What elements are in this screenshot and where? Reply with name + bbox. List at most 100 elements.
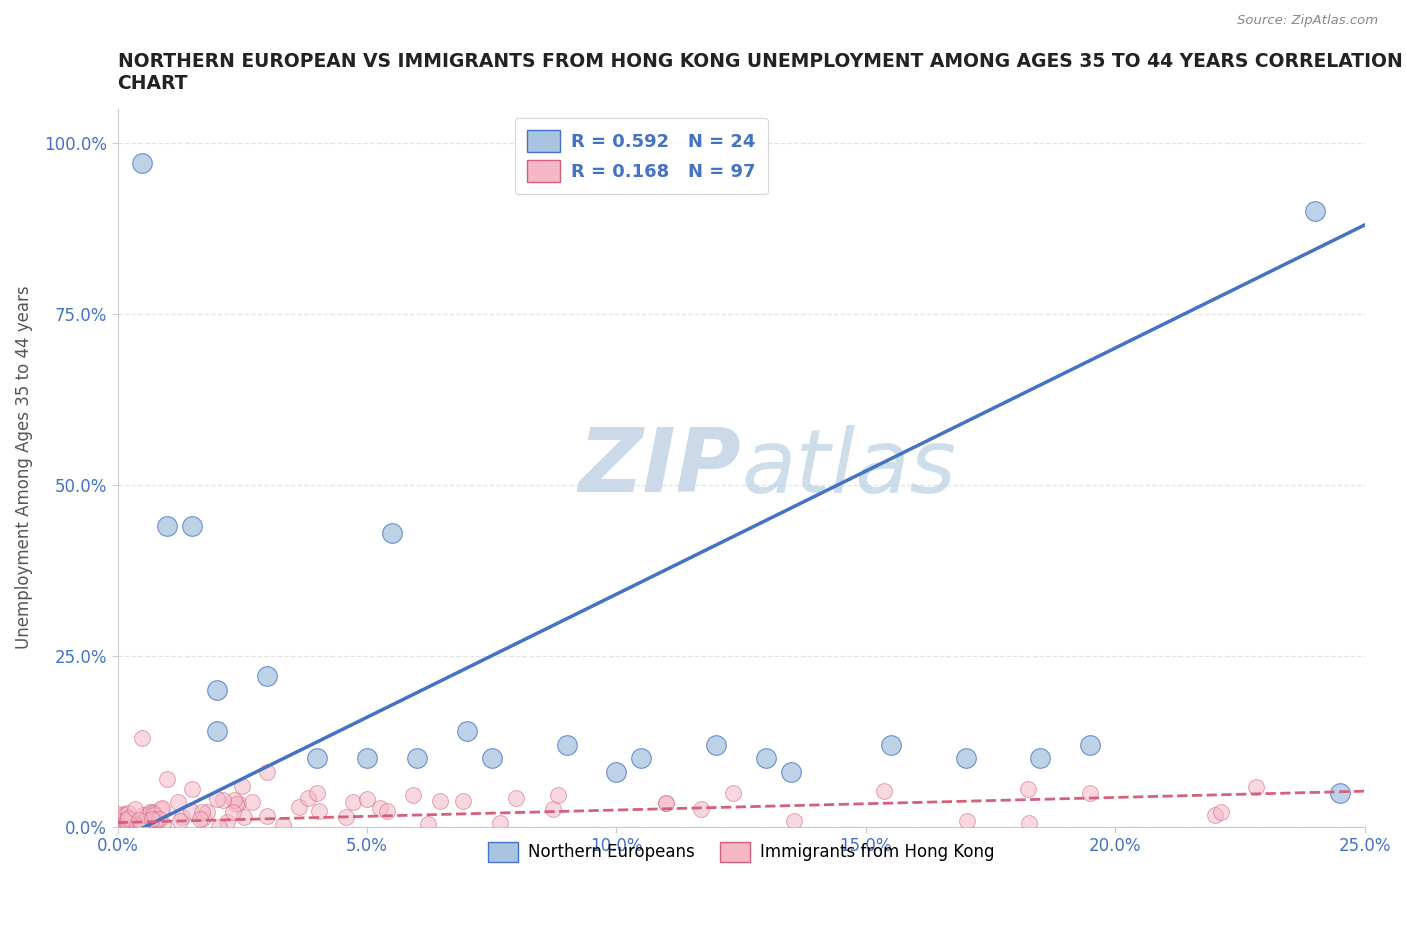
Point: [655, 795, 678, 810]
Point: [110, 817, 132, 832]
Point: [145, 816, 167, 830]
Point: [755, 751, 778, 765]
Point: [955, 814, 977, 829]
Point: [211, 792, 233, 807]
Point: [342, 795, 364, 810]
Point: [148, 812, 170, 827]
Point: [402, 788, 425, 803]
Point: [207, 792, 229, 807]
Point: [555, 737, 578, 752]
Point: [131, 730, 153, 745]
Point: [297, 790, 319, 805]
Point: [142, 805, 165, 820]
Point: [136, 808, 159, 823]
Point: [145, 811, 167, 826]
Point: [207, 819, 229, 834]
Point: [142, 806, 165, 821]
Point: [117, 811, 139, 826]
Point: [191, 811, 214, 826]
Point: [181, 781, 204, 796]
Point: [489, 816, 512, 830]
Point: [167, 794, 190, 809]
Point: [307, 751, 329, 765]
Point: [112, 807, 135, 822]
Point: [152, 817, 174, 831]
Point: [1018, 816, 1040, 830]
Point: [456, 724, 478, 738]
Point: [256, 764, 278, 779]
Point: [112, 814, 135, 829]
Point: [156, 518, 179, 533]
Point: [1080, 737, 1102, 752]
Point: [114, 807, 136, 822]
Point: [873, 784, 896, 799]
Point: [1078, 786, 1101, 801]
Point: [143, 808, 166, 823]
Point: [1211, 804, 1233, 819]
Y-axis label: Unemployment Among Ages 35 to 44 years: Unemployment Among Ages 35 to 44 years: [15, 286, 32, 649]
Point: [256, 809, 278, 824]
Point: [129, 818, 152, 833]
Point: [1329, 785, 1351, 800]
Point: [121, 814, 143, 829]
Point: [181, 518, 204, 533]
Point: [232, 810, 254, 825]
Point: [114, 814, 136, 829]
Point: [207, 683, 229, 698]
Point: [655, 796, 678, 811]
Point: [107, 806, 129, 821]
Point: [271, 817, 294, 832]
Point: [541, 802, 564, 817]
Point: [120, 813, 142, 828]
Point: [222, 805, 245, 820]
Point: [172, 810, 194, 825]
Point: [190, 805, 212, 820]
Point: [141, 804, 163, 819]
Point: [108, 815, 131, 830]
Point: [114, 813, 136, 828]
Point: [783, 814, 806, 829]
Point: [114, 816, 136, 830]
Point: [356, 751, 378, 765]
Point: [111, 815, 134, 830]
Point: [111, 815, 134, 830]
Point: [453, 794, 475, 809]
Point: [1244, 779, 1267, 794]
Point: [125, 817, 148, 832]
Point: [139, 805, 162, 820]
Point: [188, 811, 211, 826]
Point: [288, 800, 311, 815]
Point: [481, 751, 503, 765]
Point: [131, 156, 153, 171]
Point: [630, 751, 652, 765]
Point: [115, 816, 138, 830]
Point: [115, 812, 138, 827]
Point: [418, 817, 440, 831]
Point: [429, 793, 451, 808]
Point: [207, 724, 229, 738]
Text: Source: ZipAtlas.com: Source: ZipAtlas.com: [1237, 14, 1378, 27]
Point: [256, 669, 278, 684]
Point: [110, 817, 132, 831]
Point: [1017, 782, 1039, 797]
Point: [689, 802, 711, 817]
Point: [180, 804, 202, 818]
Point: [1029, 751, 1052, 765]
Text: ZIP: ZIP: [578, 424, 741, 512]
Point: [132, 807, 155, 822]
Point: [117, 814, 139, 829]
Point: [605, 764, 627, 779]
Legend: Northern Europeans, Immigrants from Hong Kong: Northern Europeans, Immigrants from Hong…: [481, 835, 1001, 869]
Point: [215, 815, 238, 830]
Point: [156, 771, 179, 786]
Point: [195, 804, 218, 819]
Point: [780, 764, 803, 779]
Point: [368, 801, 391, 816]
Point: [375, 804, 398, 818]
Point: [150, 801, 173, 816]
Point: [240, 794, 263, 809]
Point: [505, 790, 527, 805]
Point: [1303, 204, 1326, 219]
Point: [307, 785, 329, 800]
Point: [124, 802, 146, 817]
